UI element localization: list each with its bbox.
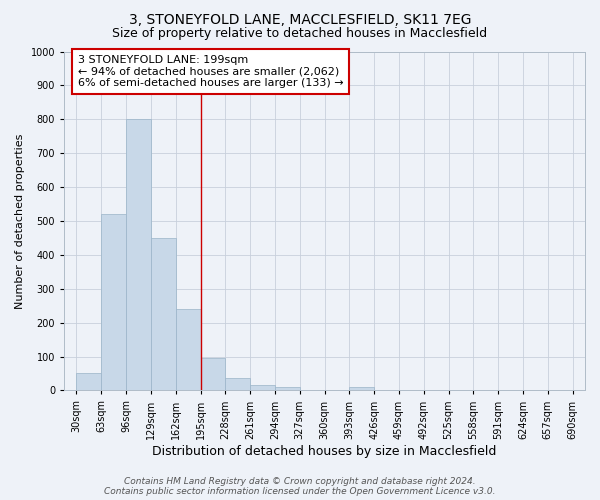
- Bar: [151, 238, 176, 390]
- Bar: [349, 387, 374, 390]
- Bar: [226, 378, 250, 390]
- Text: 3 STONEYFOLD LANE: 199sqm
← 94% of detached houses are smaller (2,062)
6% of sem: 3 STONEYFOLD LANE: 199sqm ← 94% of detac…: [78, 55, 344, 88]
- Bar: [126, 120, 151, 390]
- X-axis label: Distribution of detached houses by size in Macclesfield: Distribution of detached houses by size …: [152, 444, 497, 458]
- Bar: [275, 387, 300, 390]
- Text: 3, STONEYFOLD LANE, MACCLESFIELD, SK11 7EG: 3, STONEYFOLD LANE, MACCLESFIELD, SK11 7…: [129, 12, 471, 26]
- Bar: [101, 214, 126, 390]
- Bar: [200, 358, 226, 390]
- Bar: [76, 374, 101, 390]
- Text: Size of property relative to detached houses in Macclesfield: Size of property relative to detached ho…: [112, 28, 488, 40]
- Y-axis label: Number of detached properties: Number of detached properties: [15, 134, 25, 308]
- Bar: [250, 386, 275, 390]
- Bar: [176, 309, 200, 390]
- Text: Contains HM Land Registry data © Crown copyright and database right 2024.
Contai: Contains HM Land Registry data © Crown c…: [104, 476, 496, 496]
